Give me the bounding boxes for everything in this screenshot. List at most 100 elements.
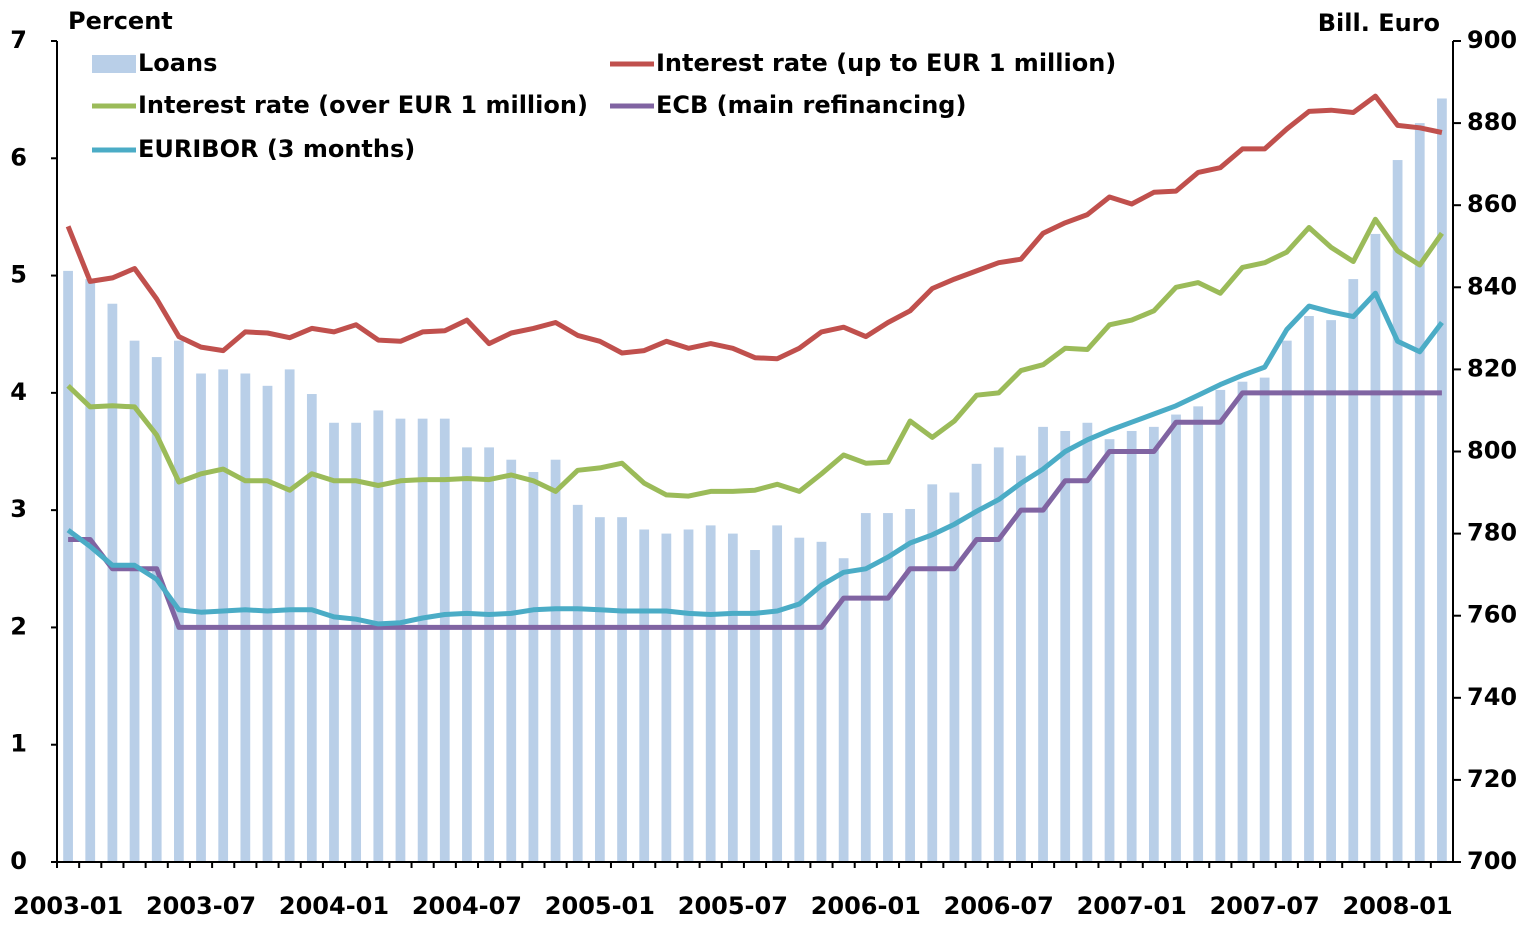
y2-tick-label: 720 [1467,765,1517,793]
line [65,93,1443,362]
bar [1414,123,1425,863]
bar [1326,320,1337,862]
y-tick-label: 0 [10,847,27,875]
y2-tick-label: 780 [1467,519,1517,547]
lines [65,93,1444,630]
bar [572,504,583,862]
bar [905,508,915,862]
bar [883,513,893,862]
line [68,390,1442,630]
bar [1171,414,1181,862]
y2-tick-label: 800 [1467,437,1517,465]
x-tick-label: 2004-07 [412,892,522,920]
x-tick-label: 2005-07 [678,892,788,920]
bar [151,357,162,862]
y-tick-label: 5 [10,261,27,289]
bar [506,459,517,862]
y-tick-label: 4 [10,378,27,406]
line [66,290,1444,627]
y2-tick-label: 860 [1467,190,1517,218]
bar [1348,279,1359,863]
y-tick-label: 3 [10,495,27,523]
bar [218,369,229,862]
y2-tick-label: 700 [1467,847,1517,875]
bar [683,529,694,862]
y2-tick-label: 900 [1467,26,1517,54]
y2-tick-label: 820 [1467,354,1517,382]
bar [727,533,738,862]
bar [1126,430,1137,862]
y2-tick-label: 840 [1467,272,1517,300]
bar [595,517,605,862]
bar [550,459,561,862]
bar [462,447,472,862]
x-tick-label: 2007-07 [1210,892,1320,920]
bar [1259,377,1270,862]
bar [617,517,627,862]
bar [1215,389,1226,862]
y-tick-label: 6 [10,143,27,171]
bar [794,537,805,862]
bar [860,513,871,862]
bar [1060,430,1071,862]
bar [107,303,118,863]
y-tick-label: 1 [10,730,27,758]
legend-label: Loans [138,49,217,77]
bar [1437,98,1447,863]
legend-swatch [92,55,136,73]
legend-label: Interest rate (up to EUR 1 million) [656,49,1116,77]
y-tick-label: 7 [10,26,27,54]
bar [417,418,428,862]
bar [993,447,1004,862]
y-tick-label: 2 [10,612,27,640]
bar [816,541,827,862]
bar [329,422,339,862]
x-tick-label: 2007-01 [1077,892,1187,920]
bar [1016,455,1026,862]
bar [373,410,384,862]
bar [750,550,760,862]
x-tick-label: 2003-07 [146,892,256,920]
bar [1392,160,1403,863]
legend-label: EURIBOR (3 months) [138,135,415,163]
x-tick-label: 2008-01 [1343,892,1453,920]
bar [395,418,406,862]
bar [1304,316,1314,862]
y2-tick-label: 740 [1467,683,1517,711]
bar [85,279,96,863]
bar [284,369,295,862]
bar [1237,381,1248,862]
bar [838,558,849,862]
y2-tick-label: 760 [1467,601,1517,629]
bar [661,533,672,862]
y-axis-label: Percent [68,7,173,35]
bar [1193,406,1204,862]
x-tick-label: 2006-07 [944,892,1054,920]
bar [240,373,251,862]
bar [639,529,650,862]
bar [196,373,206,862]
bar [262,385,273,862]
bars [63,98,1447,863]
x-tick-label: 2003-01 [13,892,123,920]
y2-tick-label: 880 [1467,108,1517,136]
x-tick-label: 2004-01 [279,892,389,920]
bar [1370,233,1381,862]
bar [528,472,539,862]
bar [1038,426,1048,862]
bar [129,340,140,862]
bar [949,492,960,862]
bar [1104,439,1115,862]
y2-axis-label: Bill. Euro [1318,9,1440,37]
x-tick-label: 2005-01 [545,892,655,920]
bar [1281,340,1292,862]
bar [484,447,494,862]
bar [971,463,982,862]
bar [705,525,716,862]
bar [927,484,938,862]
bar [772,525,783,862]
x-tick-label: 2006-01 [811,892,921,920]
bar [1082,422,1093,862]
